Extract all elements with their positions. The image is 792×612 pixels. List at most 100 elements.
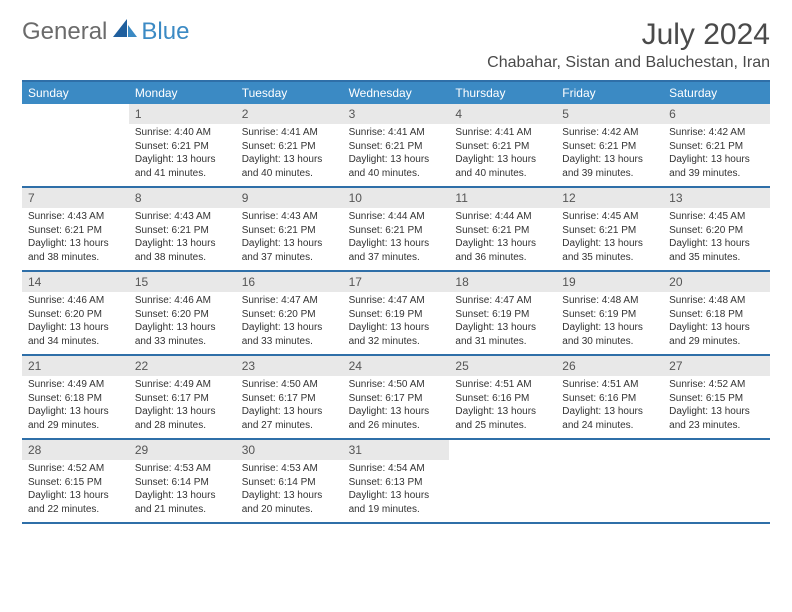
day-number: 24 (343, 356, 450, 376)
daylight-text: Daylight: 13 hours and 38 minutes. (135, 237, 230, 264)
daylight-text: Daylight: 13 hours and 34 minutes. (28, 321, 123, 348)
daylight-text: Daylight: 13 hours and 41 minutes. (135, 153, 230, 180)
sunrise-text: Sunrise: 4:46 AM (135, 294, 230, 308)
sunrise-text: Sunrise: 4:54 AM (349, 462, 444, 476)
day-cell: 31Sunrise: 4:54 AMSunset: 6:13 PMDayligh… (343, 440, 450, 522)
day-cell: 13Sunrise: 4:45 AMSunset: 6:20 PMDayligh… (663, 188, 770, 270)
day-number: 17 (343, 272, 450, 292)
sunset-text: Sunset: 6:15 PM (28, 476, 123, 490)
day-cell: 21Sunrise: 4:49 AMSunset: 6:18 PMDayligh… (22, 356, 129, 438)
day-body: Sunrise: 4:44 AMSunset: 6:21 PMDaylight:… (449, 208, 556, 268)
day-body: Sunrise: 4:46 AMSunset: 6:20 PMDaylight:… (129, 292, 236, 352)
daylight-text: Daylight: 13 hours and 32 minutes. (349, 321, 444, 348)
sunrise-text: Sunrise: 4:44 AM (349, 210, 444, 224)
logo-word-2: Blue (141, 18, 189, 46)
day-cell: 12Sunrise: 4:45 AMSunset: 6:21 PMDayligh… (556, 188, 663, 270)
day-cell: 16Sunrise: 4:47 AMSunset: 6:20 PMDayligh… (236, 272, 343, 354)
logo: General Blue (22, 18, 189, 46)
day-number: 20 (663, 272, 770, 292)
day-body: Sunrise: 4:45 AMSunset: 6:20 PMDaylight:… (663, 208, 770, 268)
weekday-header: Tuesday (236, 82, 343, 104)
week-row: 1Sunrise: 4:40 AMSunset: 6:21 PMDaylight… (22, 104, 770, 188)
day-number: 3 (343, 104, 450, 124)
sunrise-text: Sunrise: 4:41 AM (455, 126, 550, 140)
day-number: 21 (22, 356, 129, 376)
day-cell: 17Sunrise: 4:47 AMSunset: 6:19 PMDayligh… (343, 272, 450, 354)
day-cell: 19Sunrise: 4:48 AMSunset: 6:19 PMDayligh… (556, 272, 663, 354)
day-number: 28 (22, 440, 129, 460)
sunset-text: Sunset: 6:18 PM (28, 392, 123, 406)
day-cell: 9Sunrise: 4:43 AMSunset: 6:21 PMDaylight… (236, 188, 343, 270)
sunrise-text: Sunrise: 4:52 AM (28, 462, 123, 476)
day-body: Sunrise: 4:45 AMSunset: 6:21 PMDaylight:… (556, 208, 663, 268)
calendar: SundayMondayTuesdayWednesdayThursdayFrid… (22, 80, 770, 524)
sail-icon (113, 18, 139, 46)
sunrise-text: Sunrise: 4:50 AM (242, 378, 337, 392)
daylight-text: Daylight: 13 hours and 23 minutes. (669, 405, 764, 432)
daylight-text: Daylight: 13 hours and 37 minutes. (349, 237, 444, 264)
sunrise-text: Sunrise: 4:51 AM (562, 378, 657, 392)
sunset-text: Sunset: 6:14 PM (135, 476, 230, 490)
daylight-text: Daylight: 13 hours and 39 minutes. (562, 153, 657, 180)
sunset-text: Sunset: 6:21 PM (242, 224, 337, 238)
daylight-text: Daylight: 13 hours and 35 minutes. (669, 237, 764, 264)
day-number: 22 (129, 356, 236, 376)
sunrise-text: Sunrise: 4:47 AM (242, 294, 337, 308)
sunrise-text: Sunrise: 4:48 AM (669, 294, 764, 308)
day-cell (22, 104, 129, 186)
weekday-header: Thursday (449, 82, 556, 104)
day-body: Sunrise: 4:40 AMSunset: 6:21 PMDaylight:… (129, 124, 236, 184)
day-number (22, 104, 129, 108)
day-cell: 23Sunrise: 4:50 AMSunset: 6:17 PMDayligh… (236, 356, 343, 438)
daylight-text: Daylight: 13 hours and 39 minutes. (669, 153, 764, 180)
sunset-text: Sunset: 6:21 PM (455, 140, 550, 154)
sunset-text: Sunset: 6:21 PM (669, 140, 764, 154)
daylight-text: Daylight: 13 hours and 38 minutes. (28, 237, 123, 264)
daylight-text: Daylight: 13 hours and 33 minutes. (135, 321, 230, 348)
sunset-text: Sunset: 6:21 PM (349, 224, 444, 238)
sunrise-text: Sunrise: 4:53 AM (135, 462, 230, 476)
day-cell: 6Sunrise: 4:42 AMSunset: 6:21 PMDaylight… (663, 104, 770, 186)
sunrise-text: Sunrise: 4:47 AM (349, 294, 444, 308)
day-cell: 27Sunrise: 4:52 AMSunset: 6:15 PMDayligh… (663, 356, 770, 438)
sunset-text: Sunset: 6:21 PM (349, 140, 444, 154)
sunset-text: Sunset: 6:17 PM (135, 392, 230, 406)
sunset-text: Sunset: 6:13 PM (349, 476, 444, 490)
day-body: Sunrise: 4:42 AMSunset: 6:21 PMDaylight:… (663, 124, 770, 184)
day-body: Sunrise: 4:43 AMSunset: 6:21 PMDaylight:… (129, 208, 236, 268)
day-number: 12 (556, 188, 663, 208)
daylight-text: Daylight: 13 hours and 36 minutes. (455, 237, 550, 264)
sunrise-text: Sunrise: 4:46 AM (28, 294, 123, 308)
day-number: 5 (556, 104, 663, 124)
sunset-text: Sunset: 6:20 PM (135, 308, 230, 322)
sunrise-text: Sunrise: 4:41 AM (242, 126, 337, 140)
sunrise-text: Sunrise: 4:41 AM (349, 126, 444, 140)
day-number (663, 440, 770, 444)
day-body: Sunrise: 4:46 AMSunset: 6:20 PMDaylight:… (22, 292, 129, 352)
day-number: 7 (22, 188, 129, 208)
day-body: Sunrise: 4:52 AMSunset: 6:15 PMDaylight:… (663, 376, 770, 436)
sunrise-text: Sunrise: 4:45 AM (669, 210, 764, 224)
sunrise-text: Sunrise: 4:50 AM (349, 378, 444, 392)
day-cell: 20Sunrise: 4:48 AMSunset: 6:18 PMDayligh… (663, 272, 770, 354)
day-body: Sunrise: 4:41 AMSunset: 6:21 PMDaylight:… (343, 124, 450, 184)
daylight-text: Daylight: 13 hours and 31 minutes. (455, 321, 550, 348)
daylight-text: Daylight: 13 hours and 29 minutes. (28, 405, 123, 432)
day-cell: 14Sunrise: 4:46 AMSunset: 6:20 PMDayligh… (22, 272, 129, 354)
day-body: Sunrise: 4:51 AMSunset: 6:16 PMDaylight:… (449, 376, 556, 436)
sunset-text: Sunset: 6:19 PM (455, 308, 550, 322)
sunset-text: Sunset: 6:18 PM (669, 308, 764, 322)
day-body: Sunrise: 4:43 AMSunset: 6:21 PMDaylight:… (22, 208, 129, 268)
day-cell: 28Sunrise: 4:52 AMSunset: 6:15 PMDayligh… (22, 440, 129, 522)
sunrise-text: Sunrise: 4:47 AM (455, 294, 550, 308)
daylight-text: Daylight: 13 hours and 27 minutes. (242, 405, 337, 432)
week-row: 14Sunrise: 4:46 AMSunset: 6:20 PMDayligh… (22, 272, 770, 356)
day-number: 30 (236, 440, 343, 460)
sunset-text: Sunset: 6:17 PM (349, 392, 444, 406)
daylight-text: Daylight: 13 hours and 40 minutes. (455, 153, 550, 180)
day-body: Sunrise: 4:52 AMSunset: 6:15 PMDaylight:… (22, 460, 129, 520)
day-number: 29 (129, 440, 236, 460)
week-row: 7Sunrise: 4:43 AMSunset: 6:21 PMDaylight… (22, 188, 770, 272)
sunset-text: Sunset: 6:21 PM (135, 140, 230, 154)
title-block: July 2024 Chabahar, Sistan and Baluchest… (487, 18, 770, 72)
